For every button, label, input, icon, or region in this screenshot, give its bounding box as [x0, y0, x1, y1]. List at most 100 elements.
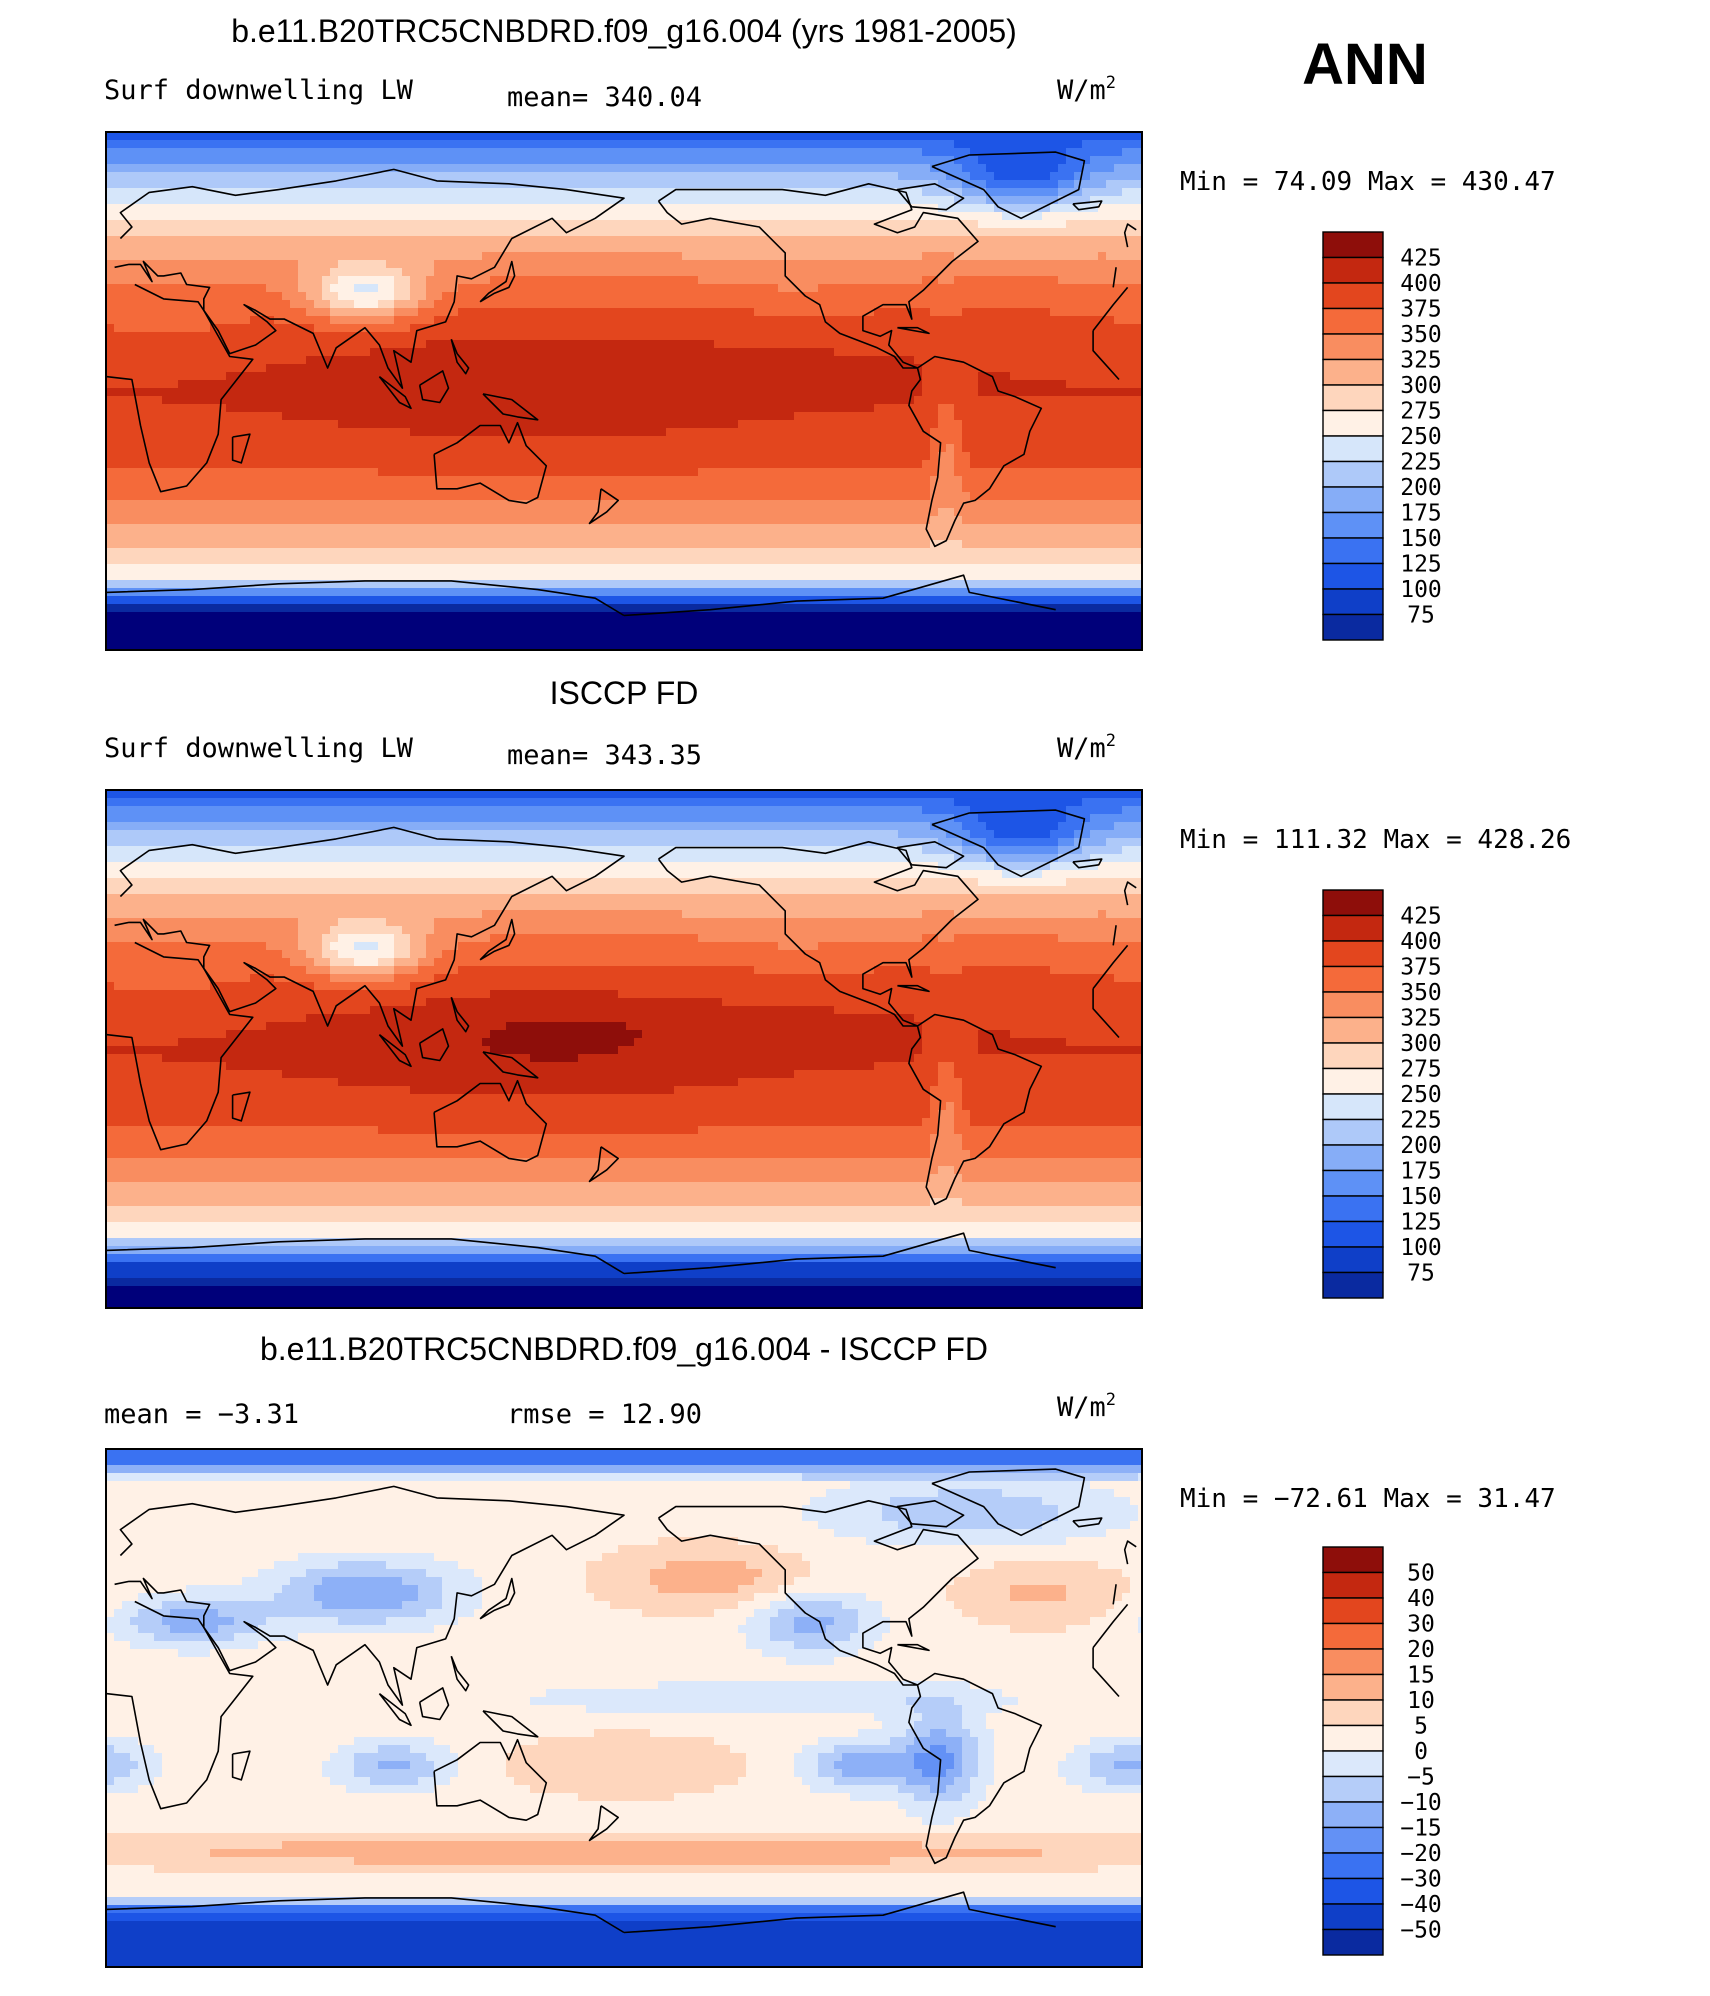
field-cell — [442, 220, 451, 229]
field-cell — [258, 164, 267, 173]
field-cell — [1002, 212, 1011, 221]
field-cell — [482, 436, 491, 445]
field-cell — [498, 156, 507, 165]
field-cell — [642, 188, 651, 197]
field-cell — [658, 324, 667, 333]
field-cell — [1138, 244, 1142, 253]
field-cell — [906, 348, 915, 357]
field-cell — [138, 196, 147, 205]
field-cell — [314, 404, 323, 413]
field-cell — [1122, 228, 1131, 237]
field-cell — [690, 268, 699, 277]
field-cell — [522, 172, 531, 181]
field-cell — [930, 236, 939, 245]
field-cell — [362, 148, 371, 157]
field-cell — [258, 172, 267, 181]
field-cell — [578, 148, 587, 157]
field-cell — [114, 420, 123, 429]
field-cell — [354, 156, 363, 165]
field-cell — [714, 268, 723, 277]
field-cell — [994, 228, 1003, 237]
field-cell — [1098, 324, 1107, 333]
field-cell — [474, 396, 483, 405]
field-cell — [674, 404, 683, 413]
field-cell — [666, 300, 675, 309]
field-cell — [1138, 148, 1142, 157]
field-cell — [170, 156, 179, 165]
field-cell — [754, 356, 763, 365]
field-cell — [394, 300, 403, 309]
field-cell — [330, 332, 339, 341]
field-cell — [762, 300, 771, 309]
field-cell — [210, 140, 219, 149]
field-cell — [826, 188, 835, 197]
field-cell — [818, 388, 827, 397]
field-cell — [634, 212, 643, 221]
field-cell — [298, 300, 307, 309]
field-cell — [418, 260, 427, 269]
field-cell — [1122, 396, 1131, 405]
field-cell — [610, 212, 619, 221]
field-cell — [1074, 140, 1083, 149]
field-cell — [618, 308, 627, 317]
field-cell — [434, 132, 443, 141]
field-cell — [258, 228, 267, 237]
field-cell — [938, 412, 947, 421]
field-cell — [746, 220, 755, 229]
field-cell — [802, 268, 811, 277]
field-cell — [410, 284, 419, 293]
field-cell — [954, 332, 963, 341]
field-cell — [1026, 404, 1035, 413]
field-cell — [546, 188, 555, 197]
field-cell — [466, 308, 475, 317]
field-cell — [802, 148, 811, 157]
field-cell — [554, 316, 563, 325]
field-cell — [738, 156, 747, 165]
field-cell — [674, 220, 683, 229]
field-cell — [970, 404, 979, 413]
field-cell — [354, 420, 363, 429]
field-cell — [850, 188, 859, 197]
field-cell — [1130, 236, 1139, 245]
field-cell — [698, 140, 707, 149]
field-cell — [1050, 300, 1059, 309]
field-cell — [1114, 364, 1123, 373]
field-cell — [1114, 276, 1123, 285]
field-cell — [626, 276, 635, 285]
field-cell — [562, 132, 571, 141]
field-cell — [162, 156, 171, 165]
field-cell — [738, 300, 747, 309]
field-cell — [330, 164, 339, 173]
field-cell — [578, 324, 587, 333]
field-cell — [1058, 372, 1067, 381]
field-cell — [986, 180, 995, 189]
field-cell — [226, 228, 235, 237]
field-cell — [850, 220, 859, 229]
field-cell — [538, 316, 547, 325]
field-cell — [426, 196, 435, 205]
field-cell — [754, 284, 763, 293]
field-cell — [1090, 396, 1099, 405]
field-cell — [826, 220, 835, 229]
field-cell — [818, 156, 827, 165]
field-cell — [274, 236, 283, 245]
field-cell — [1114, 308, 1123, 317]
field-cell — [794, 132, 803, 141]
field-cell — [1066, 180, 1075, 189]
field-cell — [1002, 420, 1011, 429]
field-cell — [626, 204, 635, 213]
field-cell — [210, 276, 219, 285]
field-cell — [954, 228, 963, 237]
field-cell — [570, 220, 579, 229]
field-cell — [658, 364, 667, 373]
field-cell — [130, 276, 139, 285]
field-cell — [634, 132, 643, 141]
field-cell — [258, 244, 267, 253]
field-cell — [890, 260, 899, 269]
field-cell — [570, 364, 579, 373]
field-cell — [522, 180, 531, 189]
field-cell — [962, 348, 971, 357]
field-cell — [1066, 260, 1075, 269]
field-cell — [962, 180, 971, 189]
field-cell — [818, 276, 827, 285]
